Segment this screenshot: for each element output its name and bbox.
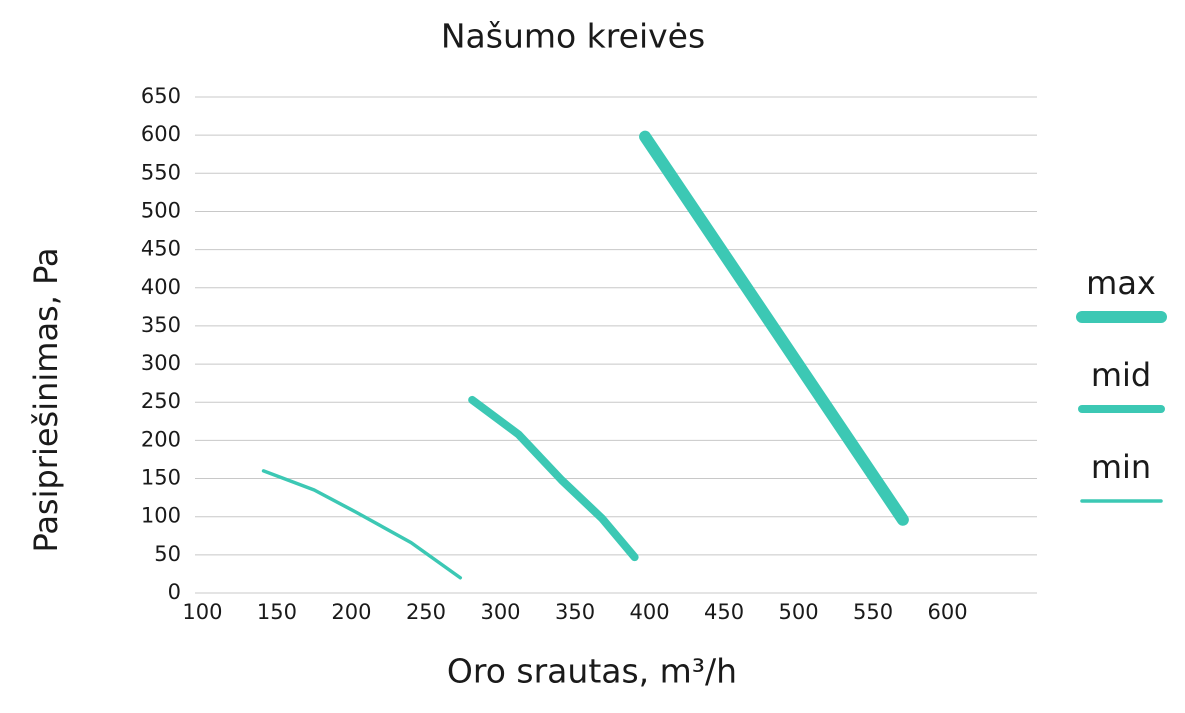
y-axis-title: Pasipriešinimas, Pa xyxy=(27,247,65,552)
y-tick-label: 450 xyxy=(141,237,181,261)
y-tick-label: 150 xyxy=(141,466,181,490)
y-tick-label: 300 xyxy=(141,351,181,375)
series-line xyxy=(468,395,639,562)
x-tick-label: 250 xyxy=(406,600,446,624)
x-tick-label: 350 xyxy=(555,600,595,624)
legend-label: min xyxy=(1091,448,1151,486)
y-tick-label: 550 xyxy=(141,160,181,184)
y-tick-label: 500 xyxy=(141,198,181,222)
legend-label: max xyxy=(1086,264,1156,302)
y-tick-label: 250 xyxy=(141,389,181,413)
y-tick-label: 600 xyxy=(141,122,181,146)
y-tick-label: 350 xyxy=(141,313,181,337)
legend-label: mid xyxy=(1091,356,1151,394)
x-tick-label: 150 xyxy=(257,600,297,624)
y-tick-label: 50 xyxy=(154,542,181,566)
x-tick-label: 450 xyxy=(704,600,744,624)
x-tick-label: 400 xyxy=(629,600,669,624)
chart-title: Našumo kreivės xyxy=(441,17,705,56)
x-tick-label: 550 xyxy=(853,600,893,624)
y-tick-label: 200 xyxy=(141,427,181,451)
x-tick-label: 100 xyxy=(182,600,222,624)
x-axis-title: Oro srautas, m³/h xyxy=(447,652,737,691)
y-tick-label: 650 xyxy=(141,84,181,108)
y-tick-label: 100 xyxy=(141,504,181,528)
y-tick-label: 0 xyxy=(168,580,181,604)
x-tick-label: 200 xyxy=(331,600,371,624)
x-tick-label: 300 xyxy=(480,600,520,624)
series-line xyxy=(639,130,909,526)
series-line xyxy=(261,469,463,580)
x-tick-label: 500 xyxy=(779,600,819,624)
y-tick-label: 400 xyxy=(141,275,181,299)
x-tick-label: 600 xyxy=(928,600,968,624)
